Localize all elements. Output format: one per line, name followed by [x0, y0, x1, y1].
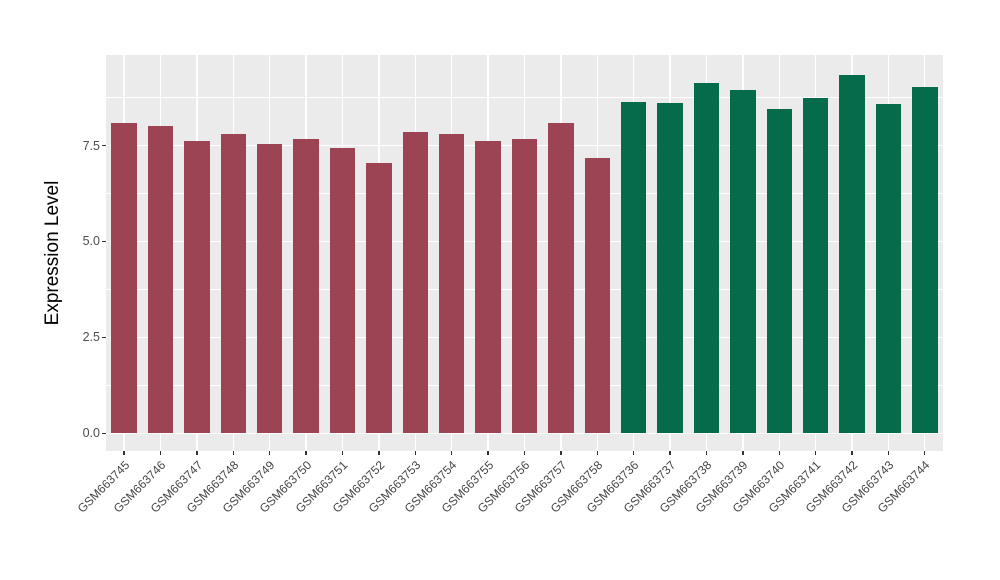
y-tick-label: 5.0	[82, 234, 100, 249]
bar-GSM663758	[584, 157, 610, 434]
x-tick-mark	[269, 451, 271, 455]
x-tick-mark	[523, 451, 526, 455]
bar-GSM663740	[766, 109, 792, 434]
plot-panel	[106, 55, 943, 451]
bar-GSM663751	[329, 147, 356, 434]
bar-GSM663737	[657, 102, 683, 434]
x-tick-mark	[814, 451, 817, 455]
x-tick-mark	[632, 451, 635, 455]
y-axis-title-text: Expression Level	[42, 180, 63, 326]
x-tick-label: GSM663744	[703, 458, 933, 516]
bar-GSM663742	[839, 74, 865, 434]
y-tick-mark	[101, 240, 106, 243]
bar-GSM663745	[111, 122, 137, 434]
bar-GSM663741	[802, 97, 829, 434]
x-tick-mark	[305, 451, 307, 455]
x-tick-mark	[851, 451, 853, 455]
y-tick-mark	[101, 336, 106, 339]
x-tick-mark	[924, 451, 926, 455]
bar-GSM663738	[693, 82, 720, 434]
bar-GSM663752	[366, 163, 392, 434]
bar-GSM663739	[730, 89, 756, 434]
x-tick-mark	[778, 451, 780, 455]
bar-GSM663749	[257, 143, 283, 434]
y-tick-label: 2.5	[82, 330, 100, 345]
bar-GSM663747	[184, 140, 210, 434]
x-tick-mark	[705, 451, 708, 455]
x-tick-mark	[159, 451, 162, 455]
bar-GSM663754	[438, 134, 465, 434]
x-tick-mark	[414, 451, 417, 455]
bar-GSM663736	[620, 102, 647, 434]
x-tick-mark	[887, 451, 890, 455]
y-tick-mark	[101, 144, 106, 147]
bar-GSM663755	[475, 141, 501, 434]
y-tick-mark	[101, 432, 106, 434]
x-tick-label-text: GSM663744	[875, 458, 933, 516]
bar-GSM663757	[548, 122, 574, 434]
bar-GSM663753	[402, 132, 429, 434]
x-tick-mark	[196, 451, 198, 455]
x-tick-mark	[341, 451, 344, 455]
x-tick-mark	[487, 451, 489, 455]
x-tick-mark	[742, 451, 744, 455]
x-tick-mark	[596, 451, 598, 455]
y-tick-label: 7.5	[82, 138, 100, 153]
bar-GSM663748	[220, 134, 247, 434]
y-tick-label: 0.0	[82, 426, 100, 441]
x-tick-mark	[378, 451, 380, 455]
bar-GSM663744	[912, 87, 938, 434]
x-tick-mark	[669, 451, 671, 455]
x-tick-mark	[232, 451, 235, 455]
x-tick-mark	[560, 451, 562, 455]
bar-GSM663746	[147, 126, 174, 434]
x-tick-mark	[451, 451, 453, 455]
bar-GSM663756	[511, 139, 538, 434]
bar-GSM663750	[293, 139, 319, 434]
bar-GSM663743	[875, 103, 902, 434]
x-tick-mark	[123, 451, 125, 455]
